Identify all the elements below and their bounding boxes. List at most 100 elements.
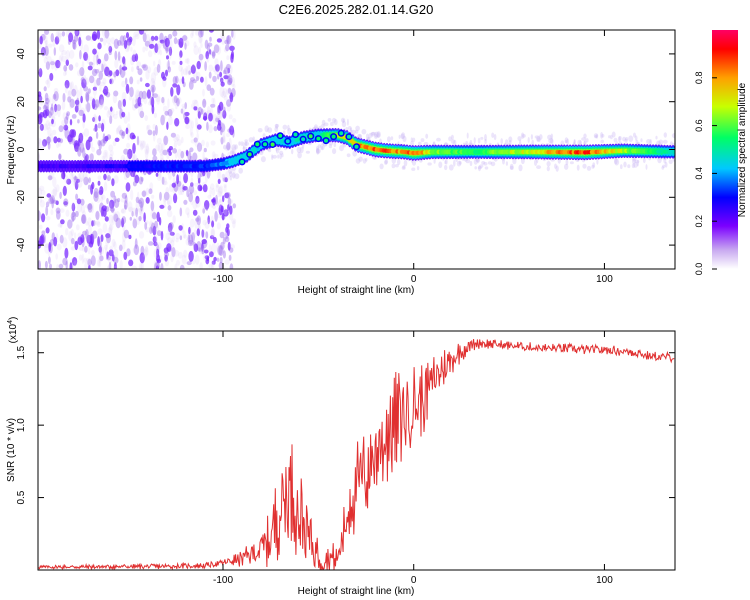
noise-speck (282, 124, 288, 130)
noise-speck (128, 206, 134, 213)
noise-speck (121, 111, 126, 118)
noise-speck (80, 204, 86, 214)
noise-speck (197, 106, 203, 116)
noise-speck (51, 129, 57, 136)
noise-speck (86, 257, 92, 263)
noise-speck (333, 119, 338, 126)
noise-speck (188, 80, 194, 90)
noise-speck (184, 58, 189, 64)
noise-speck (98, 94, 104, 106)
noise-speck (115, 217, 122, 229)
noise-speck (85, 229, 89, 240)
noise-speck (600, 132, 604, 139)
noise-speck (564, 139, 568, 144)
noise-speck (204, 221, 210, 229)
noise-speck (274, 123, 280, 128)
noise-speck (49, 195, 56, 204)
noise-speck (208, 64, 214, 72)
noise-speck (77, 236, 83, 246)
noise-speck (208, 30, 214, 33)
noise-speck (206, 42, 210, 50)
noise-speck (349, 127, 353, 132)
noise-speck (131, 54, 137, 62)
noise-speck (192, 79, 197, 84)
noise-speck (145, 227, 151, 233)
noise-speck (129, 86, 134, 98)
noise-speck (176, 84, 181, 96)
noise-speck (38, 142, 41, 147)
noise-speck (113, 90, 119, 97)
noise-speck (171, 60, 176, 65)
noise-speck (190, 64, 196, 74)
noise-speck (154, 234, 158, 246)
noise-speck (117, 197, 121, 203)
noise-speck (209, 186, 212, 197)
noise-speck (362, 158, 367, 164)
noise-speck (346, 153, 351, 158)
noise-speck (80, 95, 83, 104)
noise-speck (185, 207, 190, 216)
noise-speck (231, 144, 237, 151)
noise-speck (180, 265, 184, 269)
noise-speck (279, 150, 284, 155)
noise-speck (142, 189, 148, 198)
noise-speck (96, 149, 102, 156)
noise-speck (512, 157, 517, 165)
noise-speck (172, 148, 178, 154)
noise-speck (181, 103, 187, 108)
noise-speck (180, 190, 184, 196)
noise-speck (401, 132, 406, 139)
noise-speck (76, 178, 80, 183)
noise-speck (69, 119, 73, 126)
noise-speck (44, 244, 49, 248)
noise-speck (67, 89, 72, 96)
noise-speck (123, 148, 129, 155)
noise-speck (636, 159, 639, 167)
noise-speck (63, 124, 69, 131)
noise-speck (91, 146, 96, 153)
noise-speck (252, 136, 255, 141)
noise-speck (40, 234, 45, 245)
noise-speck (154, 43, 159, 54)
noise-speck (113, 71, 117, 81)
noise-speck (156, 137, 162, 145)
noise-speck (212, 197, 217, 206)
noise-speck (182, 230, 186, 239)
noise-speck (130, 189, 134, 201)
noise-speck (211, 243, 217, 255)
noise-speck (107, 42, 112, 51)
noise-speck (39, 112, 45, 118)
noise-speck (142, 46, 146, 53)
noise-speck (137, 197, 144, 203)
noise-speck (152, 130, 156, 137)
noise-speck (106, 175, 111, 181)
noise-speck (44, 40, 48, 48)
noise-speck (231, 30, 234, 38)
noise-speck (83, 176, 89, 186)
noise-speck (163, 115, 167, 120)
noise-speck (316, 148, 321, 154)
noise-speck (48, 109, 52, 117)
noise-speck (198, 247, 202, 252)
noise-speck (456, 160, 462, 167)
noise-speck (71, 215, 75, 223)
noise-speck (184, 40, 190, 47)
noise-speck (234, 144, 238, 150)
noise-speck (149, 38, 155, 45)
noise-speck (85, 91, 90, 102)
noise-speck (139, 110, 145, 119)
noise-speck (125, 182, 131, 192)
noise-speck (573, 140, 576, 146)
noise-speck (138, 262, 143, 269)
noise-speck (137, 191, 140, 203)
noise-speck (591, 164, 595, 169)
noise-speck (91, 220, 94, 227)
noise-speck (224, 236, 230, 243)
noise-speck (98, 246, 102, 253)
noise-speck (120, 99, 124, 109)
noise-speck (147, 124, 151, 130)
noise-speck (370, 131, 376, 137)
noise-speck (110, 190, 115, 198)
noise-speck (56, 142, 60, 148)
noise-speck (119, 259, 123, 269)
